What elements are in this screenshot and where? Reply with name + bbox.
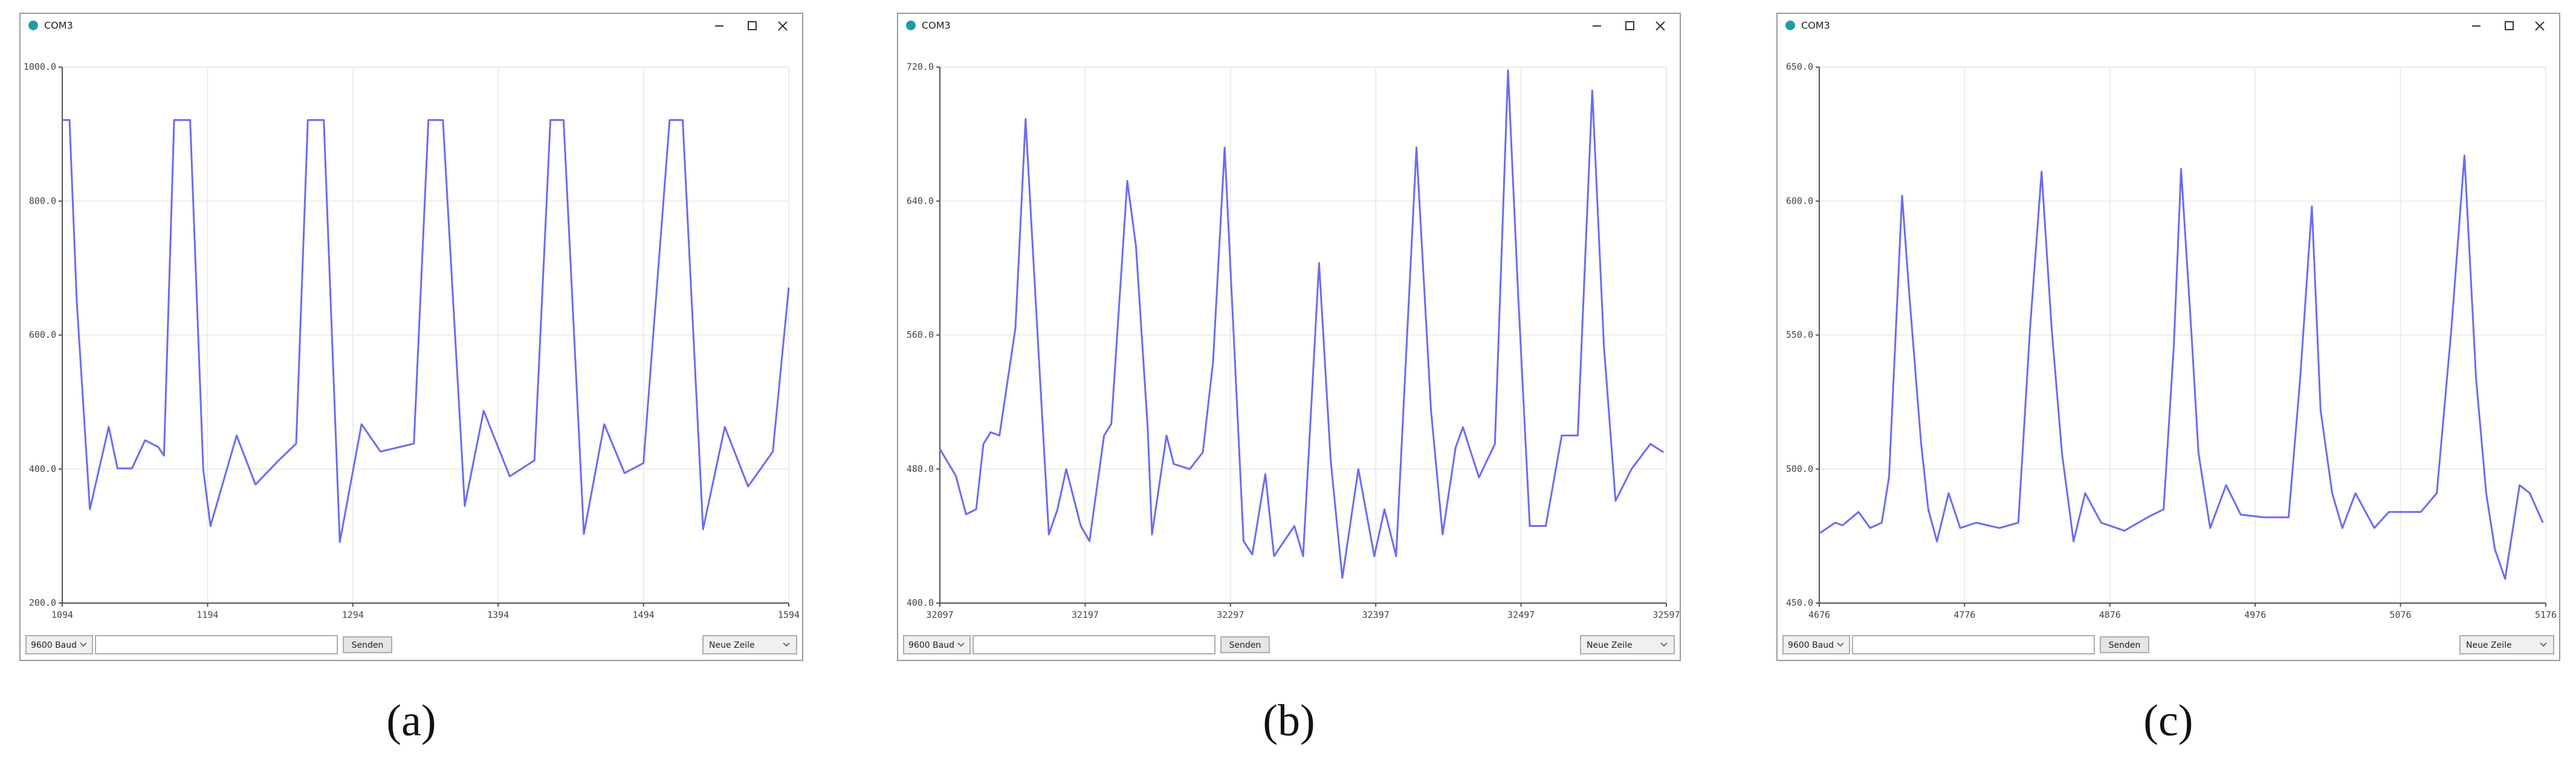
window-title: COM3: [1801, 20, 1830, 31]
serial-plotter-window: COM3 400.0 480.0 560.0 640.0 720.0 32097 32197 3…: [897, 13, 1681, 661]
serial-plotter-window: COM3 450.0 500.0 550.0 600.0 650.0 4676 4776 487…: [1776, 13, 2560, 661]
panel-caption: (b): [1263, 696, 1315, 746]
baud-rate: 9600 Baud: [908, 641, 954, 650]
send-button[interactable]: [2100, 636, 2149, 653]
baud-select[interactable]: [1782, 635, 1850, 654]
line-ending-select[interactable]: [1580, 635, 1675, 654]
x-tick-label: 32297: [1217, 610, 1244, 621]
maximize-button[interactable]: [2505, 21, 2514, 30]
app-icon: [1785, 21, 1795, 30]
send-label: Senden: [352, 641, 384, 650]
dropdown-arrow: [957, 642, 965, 647]
x-tick-label: 1194: [196, 610, 218, 621]
x-tick-label: 1094: [51, 610, 73, 621]
dropdown-arrow: [1660, 642, 1668, 647]
window-frame: [19, 13, 803, 661]
dropdown-arrow: [2540, 642, 2547, 647]
signal-line: [62, 119, 790, 543]
y-tick-label: 650.0: [1786, 62, 1813, 73]
y-tick-label: 400.0: [29, 463, 56, 474]
close-button[interactable]: [778, 21, 788, 31]
baud-select[interactable]: [903, 635, 971, 654]
x-tick-label: 4776: [1953, 610, 1975, 621]
send-button[interactable]: [1220, 636, 1270, 653]
y-tick-label: 480.0: [907, 463, 934, 474]
baud-select[interactable]: [25, 635, 93, 654]
y-tick-label: 560.0: [907, 329, 934, 340]
signal-line: [939, 69, 1665, 579]
line-ending: Neue Zeile: [1587, 641, 1633, 650]
y-tick-label: 600.0: [1786, 195, 1813, 206]
window-title: COM3: [44, 20, 73, 31]
maximize-button[interactable]: [748, 21, 757, 30]
y-tick-label: 450.0: [1786, 598, 1813, 608]
line-ending: Neue Zeile: [709, 641, 755, 650]
panel-caption: (a): [386, 696, 436, 746]
send-label: Senden: [2109, 641, 2141, 650]
x-tick-label: 1494: [633, 610, 655, 621]
x-tick-label: 4676: [1808, 610, 1830, 621]
app-icon: [28, 21, 38, 30]
line-ending-select[interactable]: [702, 635, 797, 654]
panel-caption: (c): [2143, 696, 2193, 746]
x-tick-label: 32497: [1507, 610, 1535, 621]
x-tick-label: 1594: [778, 610, 800, 621]
send-label: Senden: [1229, 641, 1261, 650]
signal-line: [1819, 154, 2544, 580]
window-frame: [897, 13, 1681, 661]
x-tick-label: 32597: [1652, 610, 1680, 621]
line-ending-select[interactable]: [2459, 635, 2554, 654]
send-input[interactable]: [972, 635, 1215, 654]
close-button[interactable]: [2535, 21, 2545, 31]
x-tick-label: 32397: [1362, 610, 1390, 621]
baud-rate: 9600 Baud: [1788, 641, 1834, 650]
x-tick-label: 1394: [487, 610, 509, 621]
x-tick-label: 1294: [342, 610, 364, 621]
window-title: COM3: [922, 20, 951, 31]
x-tick-label: 4876: [2099, 610, 2121, 621]
y-tick-label: 720.0: [907, 62, 934, 73]
dropdown-arrow: [1837, 642, 1844, 647]
x-tick-label: 5176: [2535, 610, 2557, 621]
y-tick-label: 800.0: [29, 195, 56, 206]
close-button[interactable]: [1655, 21, 1665, 31]
window-frame: [1776, 13, 2560, 661]
y-tick-label: 1000.0: [24, 62, 56, 73]
send-input[interactable]: [1852, 635, 2095, 654]
y-tick-label: 550.0: [1786, 329, 1813, 340]
serial-plotter-window: COM3 200.0 400.0 600.0 800.0 1000.0 1094 1194 12…: [19, 13, 803, 661]
line-ending: Neue Zeile: [2466, 641, 2512, 650]
y-tick-label: 640.0: [907, 195, 934, 206]
dropdown-arrow: [80, 642, 87, 647]
y-tick-label: 500.0: [1786, 463, 1813, 474]
y-tick-label: 400.0: [907, 598, 934, 608]
y-tick-label: 200.0: [29, 598, 56, 608]
send-button[interactable]: [343, 636, 392, 653]
y-tick-label: 600.0: [29, 329, 56, 340]
dropdown-arrow: [783, 642, 790, 647]
app-icon: [906, 21, 916, 30]
send-input[interactable]: [95, 635, 338, 654]
maximize-button[interactable]: [1625, 21, 1634, 30]
x-tick-label: 4976: [2244, 610, 2266, 621]
baud-rate: 9600 Baud: [31, 641, 77, 650]
x-tick-label: 32097: [926, 610, 953, 621]
x-tick-label: 5076: [2390, 610, 2412, 621]
x-tick-label: 32197: [1072, 610, 1099, 621]
